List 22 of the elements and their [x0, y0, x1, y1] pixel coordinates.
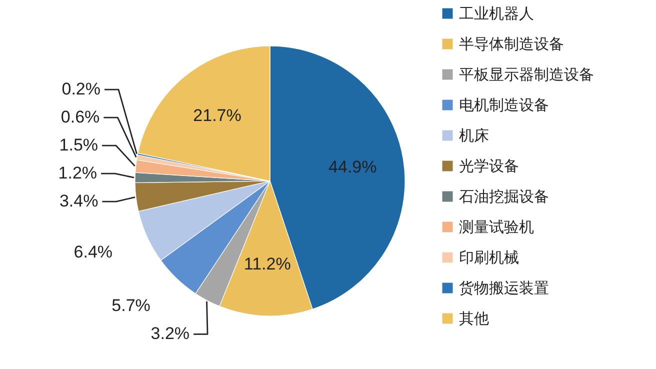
legend-label: 半导体制造设备 — [459, 35, 564, 53]
legend-label: 机床 — [459, 126, 489, 144]
data-label: 1.2% — [58, 164, 98, 183]
data-label: 6.4% — [74, 242, 113, 262]
legend-label: 其他 — [459, 310, 489, 328]
legend-label: 石油挖掘设备 — [459, 188, 549, 206]
legend-label: 平板显示器制造设备 — [459, 66, 594, 84]
data-label: 11.2% — [244, 254, 291, 274]
legend-label: 货物搬运装置 — [459, 279, 549, 297]
legend-label: 工业机器人 — [459, 4, 534, 22]
data-label: 1.5% — [59, 136, 98, 155]
legend-label: 印刷机械 — [459, 248, 519, 266]
data-label: 5.7% — [112, 296, 150, 315]
data-label: 3.4% — [59, 192, 98, 211]
legend-label: 测量试验机 — [459, 218, 534, 236]
legend-label: 光学设备 — [459, 157, 519, 175]
legend-label: 电机制造设备 — [459, 96, 549, 114]
data-label: 3.2% — [150, 324, 190, 344]
data-label: 0.6% — [60, 108, 100, 127]
data-label: 44.9% — [328, 158, 377, 177]
data-label: 0.2% — [62, 80, 100, 99]
data-label: 21.7% — [193, 106, 242, 126]
